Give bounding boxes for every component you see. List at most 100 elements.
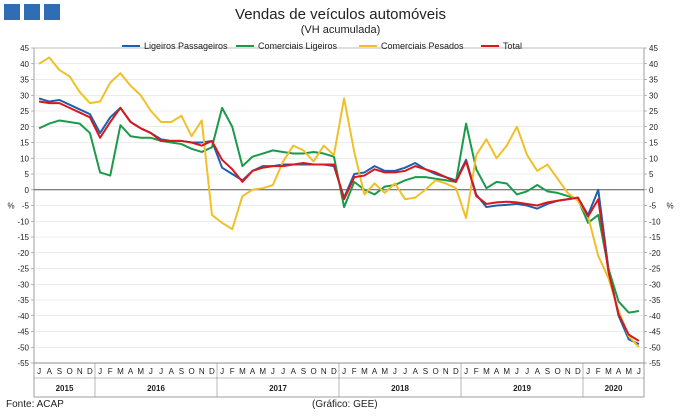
- x-tick-label: F: [474, 367, 479, 376]
- x-tick-label: A: [47, 367, 53, 376]
- y-tick-label: -30: [17, 280, 29, 289]
- y-tick-label: -5: [22, 202, 30, 211]
- series-line-comerciais-ligeiros: [38, 106, 640, 314]
- x-tick-label: J: [586, 367, 590, 376]
- y-tick-label-right: 0: [649, 186, 654, 195]
- x-tick-label: S: [57, 367, 62, 376]
- x-tick-label: M: [137, 367, 144, 376]
- year-label: 2015: [56, 384, 74, 393]
- y-tick-label-right: -5: [649, 202, 657, 211]
- y-axis-label: %: [7, 202, 14, 211]
- y-tick-label-right: 30: [649, 91, 658, 100]
- x-tick-label: F: [596, 367, 601, 376]
- x-tick-label: A: [128, 367, 134, 376]
- x-tick-label: D: [575, 367, 581, 376]
- x-tick-label: M: [381, 367, 388, 376]
- y-tick-label-right: -40: [649, 312, 661, 321]
- y-tick-label: 25: [20, 107, 29, 116]
- x-tick-label: M: [259, 367, 266, 376]
- x-tick-label: N: [565, 367, 571, 376]
- x-tick-label: D: [209, 367, 215, 376]
- legend-label-total: Total: [503, 41, 522, 51]
- x-tick-label: J: [525, 367, 529, 376]
- x-tick-label: O: [554, 367, 560, 376]
- x-tick-label: J: [98, 367, 102, 376]
- x-tick-label: A: [494, 367, 500, 376]
- credit-note: (Gráfico: GEE): [312, 399, 378, 410]
- legend-label-ligeiros-passageiros: Ligeiros Passageiros: [144, 41, 228, 51]
- y-tick-label-right: 25: [649, 107, 658, 116]
- y-axis-label-right: %: [666, 202, 673, 211]
- y-tick-label-right: 5: [649, 170, 654, 179]
- y-tick-label: 5: [25, 170, 30, 179]
- x-tick-label: O: [432, 367, 438, 376]
- x-tick-label: N: [321, 367, 327, 376]
- x-tick-label: J: [393, 367, 397, 376]
- y-tick-label-right: -55: [649, 359, 661, 368]
- x-tick-label: A: [616, 367, 622, 376]
- y-tick-label-right: -30: [649, 280, 661, 289]
- x-tick-label: O: [188, 367, 194, 376]
- y-tick-label-right: 35: [649, 76, 658, 85]
- x-tick-label: D: [331, 367, 337, 376]
- y-tick-label-right: 40: [649, 60, 658, 69]
- y-tick-label: -25: [17, 265, 29, 274]
- chart-title: Vendas de veículos automóveis: [235, 6, 446, 23]
- x-tick-label: O: [310, 367, 316, 376]
- y-tick-label: -55: [17, 359, 29, 368]
- x-tick-label: S: [301, 367, 306, 376]
- x-tick-label: O: [66, 367, 72, 376]
- y-tick-label: -40: [17, 312, 29, 321]
- y-tick-label-right: -20: [649, 249, 661, 258]
- x-tick-label: M: [605, 367, 612, 376]
- y-tick-label: 35: [20, 76, 29, 85]
- x-tick-label: J: [37, 367, 41, 376]
- x-tick-label: J: [637, 367, 641, 376]
- x-tick-label: N: [77, 367, 83, 376]
- y-tick-label-right: -25: [649, 265, 661, 274]
- x-tick-label: A: [372, 367, 378, 376]
- x-tick-label: D: [453, 367, 459, 376]
- x-tick-label: J: [271, 367, 275, 376]
- y-tick-label: -10: [17, 217, 29, 226]
- year-label: 2018: [391, 384, 409, 393]
- y-tick-label-right: 20: [649, 123, 658, 132]
- y-tick-label-right: -35: [649, 296, 661, 305]
- x-tick-label: A: [291, 367, 297, 376]
- x-tick-label: M: [483, 367, 490, 376]
- x-tick-label: J: [220, 367, 224, 376]
- logo-block-2: [24, 4, 40, 20]
- legend-label-comerciais-pesados: Comerciais Pesados: [381, 41, 464, 51]
- x-tick-label: J: [149, 367, 153, 376]
- x-tick-label: N: [443, 367, 449, 376]
- x-tick-label: M: [117, 367, 124, 376]
- legend-label-comerciais-ligeiros: Comerciais Ligeiros: [258, 41, 338, 51]
- x-tick-label: A: [250, 367, 256, 376]
- x-tick-label: J: [342, 367, 346, 376]
- x-tick-label: M: [625, 367, 632, 376]
- y-tick-label: -50: [17, 343, 29, 352]
- x-tick-label: J: [159, 367, 163, 376]
- y-tick-label-right: -15: [649, 233, 661, 242]
- x-tick-label: S: [423, 367, 428, 376]
- y-tick-label-right: 15: [649, 139, 658, 148]
- year-label: 2016: [147, 384, 165, 393]
- x-tick-label: M: [503, 367, 510, 376]
- x-tick-label: S: [179, 367, 184, 376]
- x-tick-label: M: [239, 367, 246, 376]
- year-label: 2019: [513, 384, 531, 393]
- y-tick-label-right: 10: [649, 154, 658, 163]
- y-tick-label-right: -45: [649, 328, 661, 337]
- x-tick-label: N: [199, 367, 205, 376]
- chart-subtitle: (VH acumulada): [300, 24, 381, 36]
- x-tick-label: J: [515, 367, 519, 376]
- y-tick-label-right: -10: [649, 217, 661, 226]
- y-tick-label: 30: [20, 91, 29, 100]
- x-tick-label: S: [545, 367, 550, 376]
- y-tick-label-right: 45: [649, 44, 658, 53]
- y-tick-label-right: -50: [649, 343, 661, 352]
- x-tick-label: J: [281, 367, 285, 376]
- source-note: Fonte: ACAP: [6, 399, 64, 410]
- x-tick-label: F: [230, 367, 235, 376]
